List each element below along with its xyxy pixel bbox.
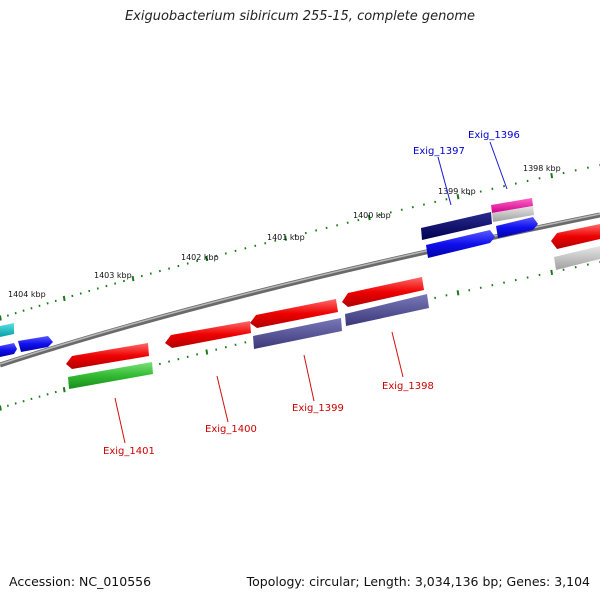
genome-summary-text: Topology: circular; Length: 3,034,136 bp… [246, 574, 590, 589]
upper-tick-track [0, 164, 600, 321]
gene-exig-1400[interactable] [165, 321, 251, 348]
lower-tick [62, 387, 66, 393]
gene-blue-left-a[interactable] [0, 343, 17, 357]
map-title: Exiguobacterium sibiricum 255-15, comple… [124, 9, 476, 24]
gene-exig-1401[interactable] [66, 343, 149, 369]
gene-grey-right[interactable] [554, 246, 600, 270]
upper-tick [367, 214, 371, 221]
gene-green[interactable] [68, 362, 153, 389]
kbp-label-1400: 1400 kbp [353, 211, 391, 220]
kbp-label-1401: 1401 kbp [267, 233, 305, 242]
gene-grey-1396[interactable] [492, 206, 534, 222]
upper-tick [205, 255, 209, 262]
lower-tick [456, 290, 460, 296]
gene-exig-1397b[interactable] [426, 230, 495, 258]
kbp-label-1399: 1399 kbp [438, 187, 476, 196]
lower-tick [0, 405, 2, 411]
gene-label-exig-1397[interactable]: Exig_1397 [413, 146, 465, 157]
gene-exig-1396[interactable] [491, 198, 533, 213]
gene-exig-1399a[interactable] [250, 299, 338, 328]
upper-tick [456, 194, 460, 200]
gene-cyan[interactable] [0, 323, 14, 337]
gene-exig-1397[interactable] [421, 212, 492, 240]
accession-text: Accession: NC_010556 [9, 574, 152, 589]
gene-label-exig-1396[interactable]: Exig_1396 [468, 130, 520, 141]
lower-tick [550, 269, 554, 276]
gene-red-right[interactable] [551, 224, 600, 249]
gene-label-exig-1401[interactable]: Exig_1401 [103, 446, 155, 457]
gene-exig-1398[interactable] [342, 277, 424, 307]
gene-exig-1398b[interactable] [345, 294, 429, 326]
upper-tick [550, 172, 554, 179]
gene-blue-left-b[interactable] [18, 336, 53, 352]
gene-blue-right[interactable] [496, 217, 538, 238]
gene-exig-1399[interactable] [253, 318, 342, 349]
upper-tick [0, 315, 2, 321]
gene-label-exig-1400[interactable]: Exig_1400 [205, 424, 257, 435]
upper-tick [131, 275, 135, 282]
gene-label-exig-1398[interactable]: Exig_1398 [382, 381, 434, 392]
leader-lines [114, 141, 508, 444]
upper-tick [62, 295, 66, 302]
kbp-label-1402: 1402 kbp [181, 253, 219, 262]
kbp-label-1398: 1398 kbp [523, 164, 561, 173]
upper-tick [284, 235, 287, 241]
gene-label-exig-1399[interactable]: Exig_1399 [292, 403, 344, 414]
lower-tick [205, 349, 209, 355]
kbp-label-1403: 1403 kbp [94, 271, 132, 280]
kbp-label-1404: 1404 kbp [8, 290, 46, 299]
